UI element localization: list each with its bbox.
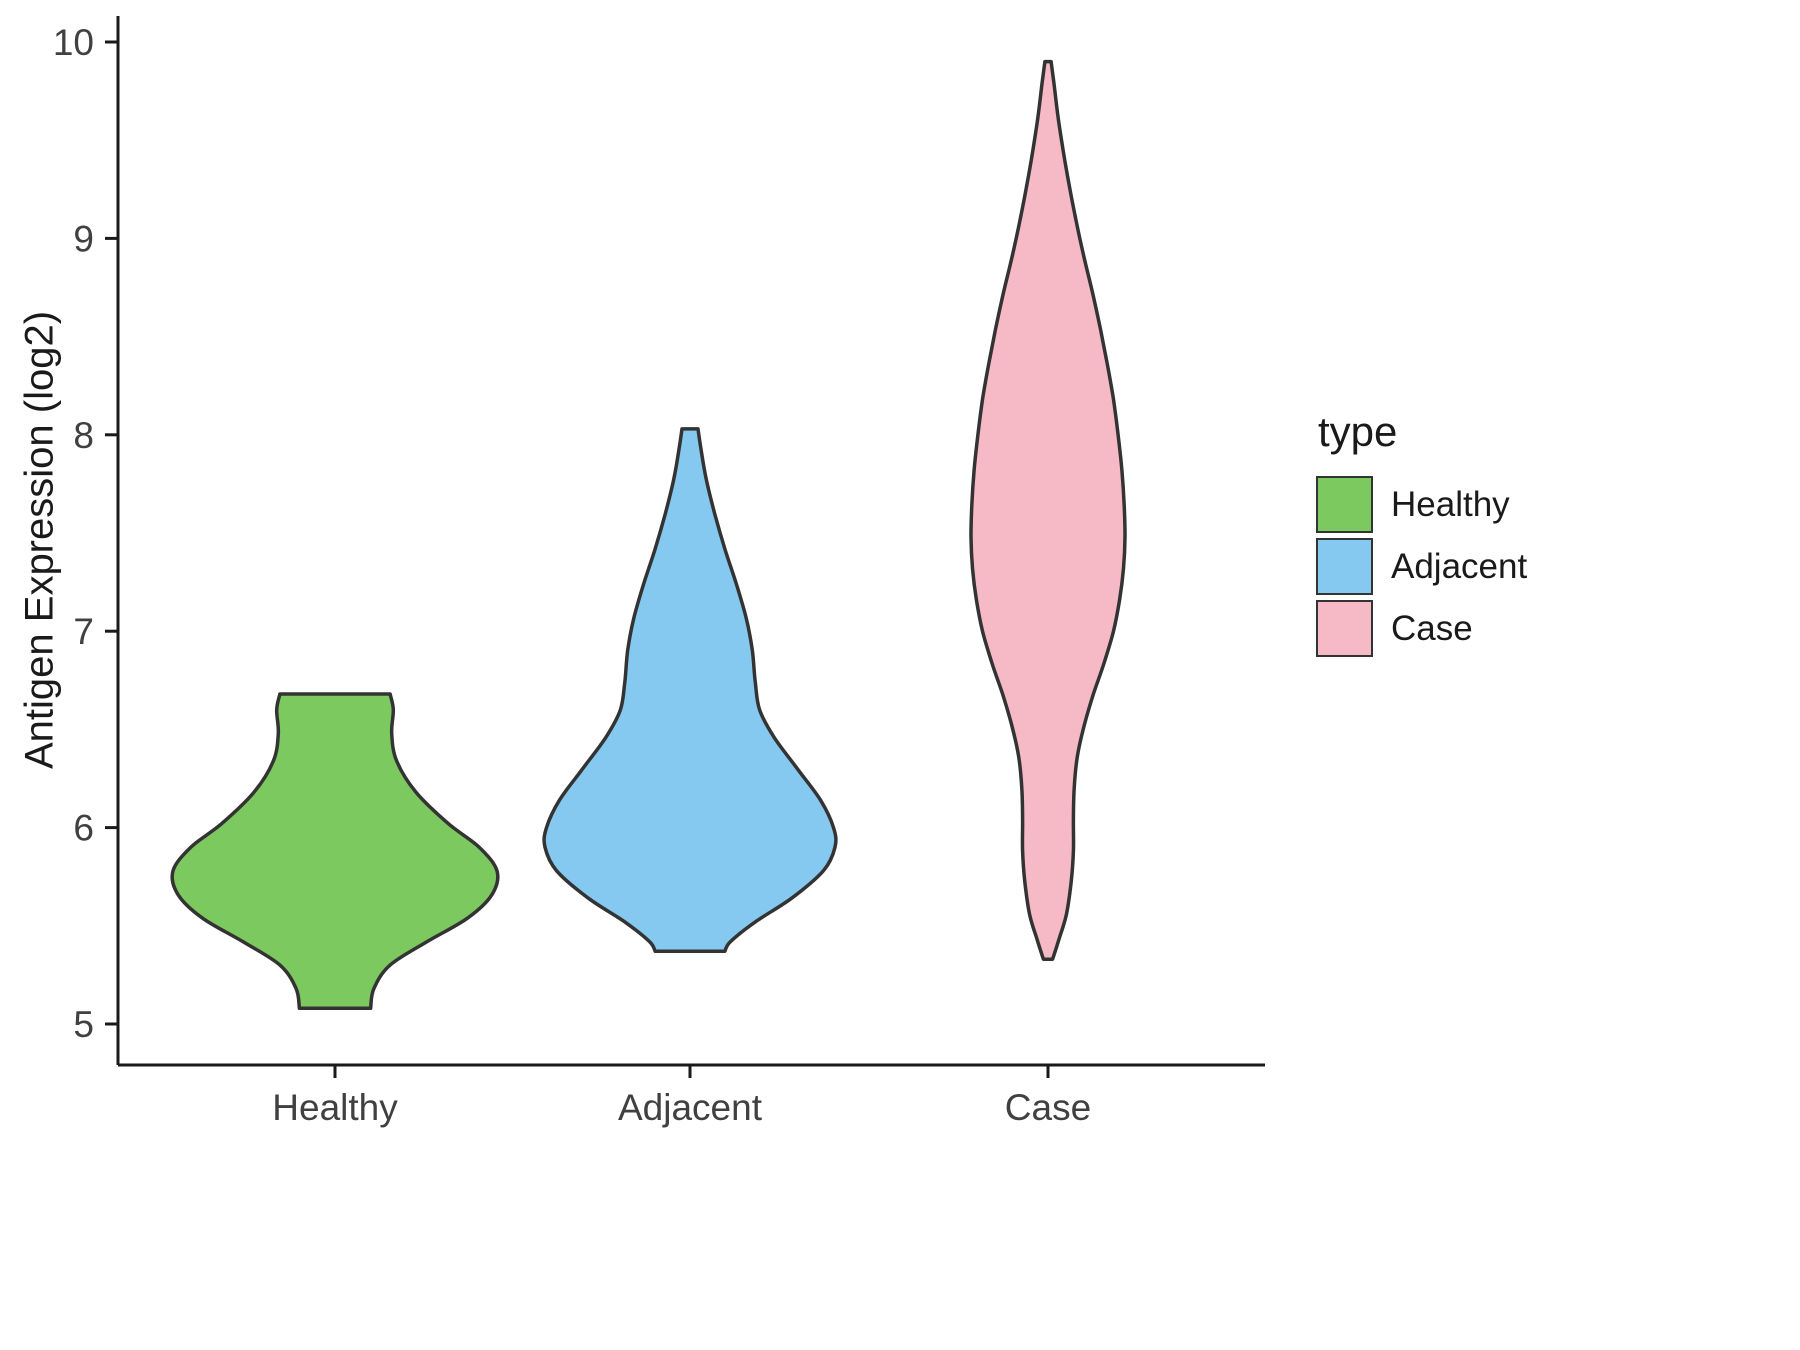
violin-healthy xyxy=(170,692,500,1011)
x-tick-label: Adjacent xyxy=(618,1087,763,1128)
y-tick-label: 9 xyxy=(73,218,94,259)
y-tick-label: 5 xyxy=(73,1004,94,1045)
y-tick-label: 7 xyxy=(73,611,94,652)
legend-item-healthy: Healthy xyxy=(1316,476,1527,533)
legend-title: type xyxy=(1318,408,1398,455)
legend: type Healthy Adjacent Case xyxy=(1316,408,1527,662)
legend-label-healthy: Healthy xyxy=(1391,484,1510,524)
y-tick-label: 8 xyxy=(73,415,94,456)
legend-swatch-adjacent xyxy=(1316,538,1373,595)
legend-swatch-healthy xyxy=(1316,476,1373,533)
violin-case xyxy=(969,59,1127,961)
legend-label-adjacent: Adjacent xyxy=(1391,546,1528,586)
legend-item-case: Case xyxy=(1316,600,1527,657)
y-axis-title: Antigen Expression (log2) xyxy=(17,310,62,770)
legend-item-adjacent: Adjacent xyxy=(1316,538,1527,595)
y-tick-label: 10 xyxy=(53,22,94,63)
legend-label-case: Case xyxy=(1391,608,1473,648)
x-tick-label: Healthy xyxy=(272,1087,398,1128)
x-tick-label: Case xyxy=(1005,1087,1091,1128)
legend-swatch-case xyxy=(1316,600,1373,657)
y-tick-label: 6 xyxy=(73,808,94,849)
violin-adjacent xyxy=(542,427,838,954)
